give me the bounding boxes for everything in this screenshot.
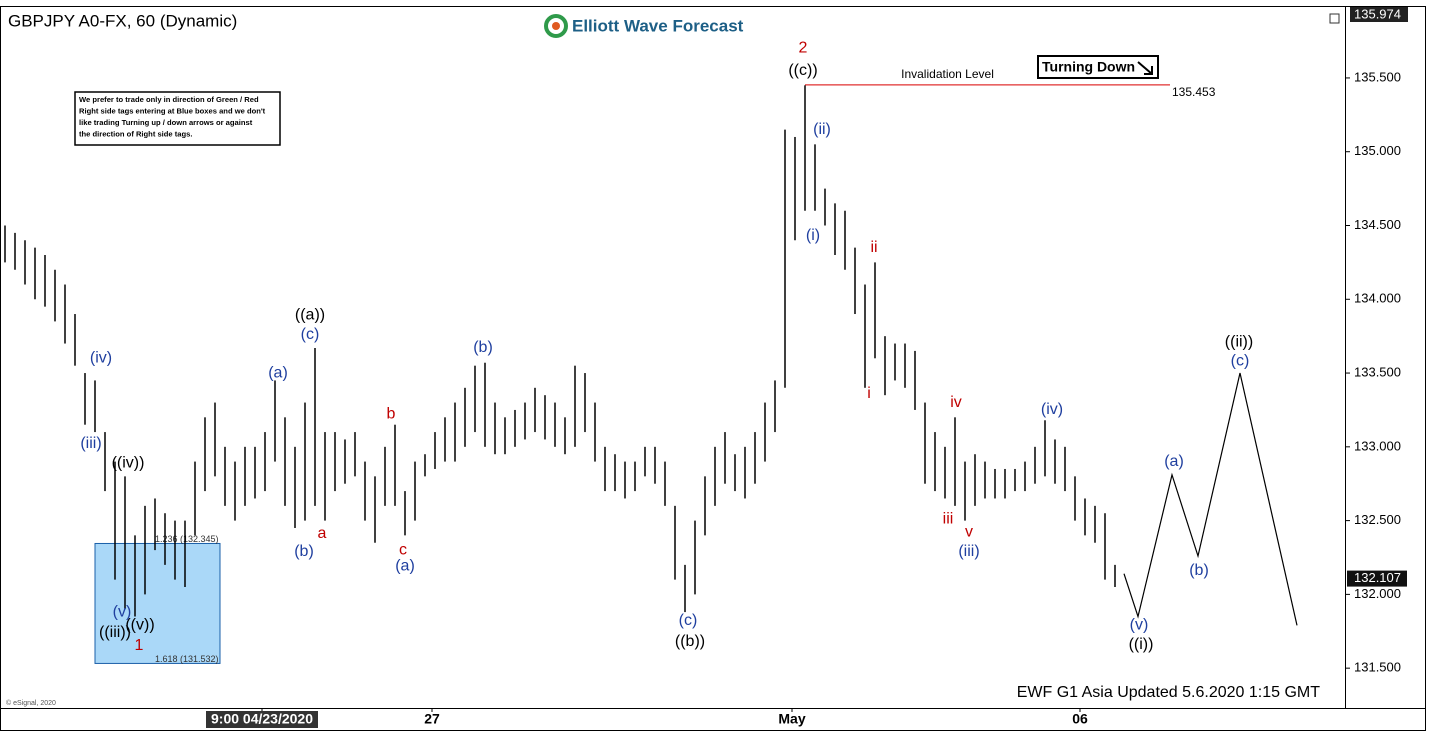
x-tick-highlight xyxy=(206,711,318,728)
x-tick-label: 9:00 04/23/2020 xyxy=(211,711,313,727)
top-price-box xyxy=(1350,7,1408,22)
wave-label: ((c)) xyxy=(788,62,817,79)
wave-label: 1 xyxy=(135,637,144,654)
y-tick-label: 131.500 xyxy=(1354,660,1401,675)
wave-label: ((iv)) xyxy=(112,454,145,471)
x-tick-label: 06 xyxy=(1072,711,1088,727)
tag-text: Turning Down xyxy=(1042,59,1135,75)
logo: Elliott Wave Forecast xyxy=(544,14,744,38)
logo-icon xyxy=(544,14,568,38)
wave-label: (b) xyxy=(294,543,314,560)
y-tick-label: 132.500 xyxy=(1354,512,1401,527)
wave-label: (iv) xyxy=(90,350,112,367)
wave-label: (iii) xyxy=(80,435,101,452)
y-tick-label: 135.500 xyxy=(1354,69,1401,84)
target-box xyxy=(94,542,221,664)
target-label: 1.618 (131.532) xyxy=(155,654,219,664)
y-tick-label: 133.500 xyxy=(1354,364,1401,379)
logo-dot xyxy=(552,22,560,30)
wave-label: (i) xyxy=(806,227,820,244)
wave-label: (v) xyxy=(113,603,132,620)
projection-line xyxy=(1123,372,1298,626)
wave-label: iii xyxy=(943,510,954,527)
y-tick-label: 132.000 xyxy=(1354,586,1401,601)
note-box xyxy=(74,91,281,146)
wave-label: (a) xyxy=(1164,453,1184,470)
time-axis-frame xyxy=(0,708,1426,731)
wave-label: a xyxy=(318,525,327,542)
wave-label: (c) xyxy=(1231,352,1250,369)
x-tick-label: 27 xyxy=(424,711,440,727)
wave-label: ((ii)) xyxy=(1225,333,1253,350)
wave-label: ((b)) xyxy=(675,633,705,650)
tag-box xyxy=(1037,55,1159,79)
wave-label: (b) xyxy=(1189,562,1209,579)
wave-label: (b) xyxy=(473,339,493,356)
wave-label: ((a)) xyxy=(295,307,325,324)
target-label: 1.236 (132.345) xyxy=(155,534,219,544)
wave-label: 2 xyxy=(799,40,808,57)
wave-label: ((v)) xyxy=(125,617,154,634)
y-tick-label: 134.500 xyxy=(1354,217,1401,232)
top-price-label: 135.974 xyxy=(1354,6,1401,21)
chart-title: GBPJPY A0-FX, 60 (Dynamic) xyxy=(8,11,237,30)
copyright: © eSignal, 2020 xyxy=(6,699,56,707)
wave-label: (ii) xyxy=(813,121,831,138)
wave-label: (c) xyxy=(679,612,698,629)
wave-label: (c) xyxy=(301,326,320,343)
wave-label: c xyxy=(399,541,407,558)
wave-label: v xyxy=(965,524,973,541)
wave-label: b xyxy=(387,406,396,423)
y-tick-label: 134.000 xyxy=(1354,291,1401,306)
y-tick-label: 135.000 xyxy=(1354,143,1401,158)
wave-label: (iv) xyxy=(1041,401,1063,418)
note-line: the direction of Right side tags. xyxy=(79,130,193,139)
wave-label: ii xyxy=(870,239,877,256)
x-tick-label: May xyxy=(778,711,805,727)
wave-label: (a) xyxy=(268,364,288,381)
wave-label: (a) xyxy=(395,558,415,575)
wave-label: (v) xyxy=(1130,617,1149,634)
invalidation-label: Invalidation Level xyxy=(901,67,994,81)
last-price-label: 132.107 xyxy=(1354,570,1401,585)
wave-label: iv xyxy=(950,394,962,411)
note-line: like trading Turning up / down arrows or… xyxy=(79,118,253,127)
wave-label: i xyxy=(867,385,871,402)
footer: EWF G1 Asia Updated 5.6.2020 1:15 GMT xyxy=(1017,684,1320,701)
y-tick-label: 133.000 xyxy=(1354,438,1401,453)
tag-arrow xyxy=(1137,61,1153,75)
wave-label: (iii) xyxy=(958,543,979,560)
invalidation-value: 135.453 xyxy=(1172,85,1216,99)
logo-text: Elliott Wave Forecast xyxy=(572,16,744,35)
wave-label: ((i)) xyxy=(1129,636,1154,653)
note-line: Right side tags entering at Blue boxes a… xyxy=(79,107,266,116)
wave-label: ((iii)) xyxy=(99,624,131,641)
note-line: We prefer to trade only in direction of … xyxy=(79,95,259,104)
last-price-box xyxy=(1347,570,1407,587)
window-icon[interactable] xyxy=(1329,13,1340,24)
note: We prefer to trade only in direction of … xyxy=(79,95,266,139)
